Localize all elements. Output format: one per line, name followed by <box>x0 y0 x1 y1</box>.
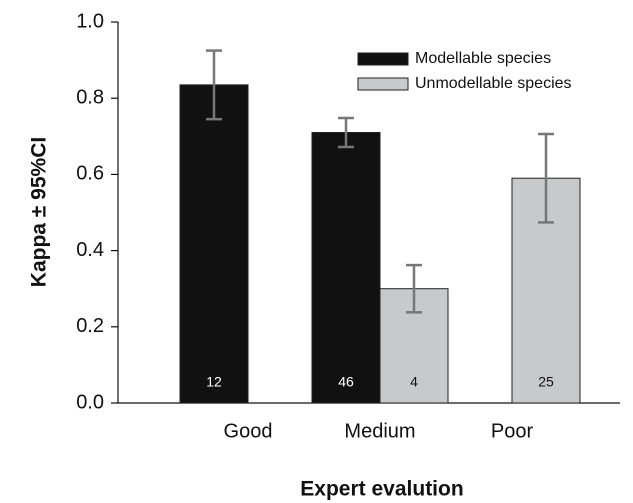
y-tick-label: 0.4 <box>76 239 104 261</box>
y-tick-label: 0.6 <box>76 163 104 185</box>
legend-label: Unmodellable species <box>415 75 572 92</box>
bar-count-label: 4 <box>410 374 418 390</box>
y-tick-label: 1.0 <box>76 10 104 32</box>
legend-swatch <box>357 52 409 66</box>
y-axis-label: Kappa ± 95%CI <box>28 137 51 287</box>
legend-label: Modellable species <box>415 50 551 67</box>
bar-count-label: 25 <box>538 374 554 390</box>
x-axis-label: Expert evalution <box>300 478 463 501</box>
bar-count-label: 12 <box>206 374 222 390</box>
bar <box>179 84 249 404</box>
bar <box>311 131 381 404</box>
bar-count-label: 46 <box>338 374 354 390</box>
legend-swatch <box>357 77 409 91</box>
y-tick-label: 0.2 <box>76 315 104 337</box>
x-tick-label: Medium <box>344 420 415 442</box>
x-tick-label: Good <box>224 420 273 442</box>
x-tick-label: Poor <box>491 420 534 442</box>
y-tick-label: 0.8 <box>76 86 104 108</box>
y-tick-label: 0.0 <box>76 391 104 413</box>
